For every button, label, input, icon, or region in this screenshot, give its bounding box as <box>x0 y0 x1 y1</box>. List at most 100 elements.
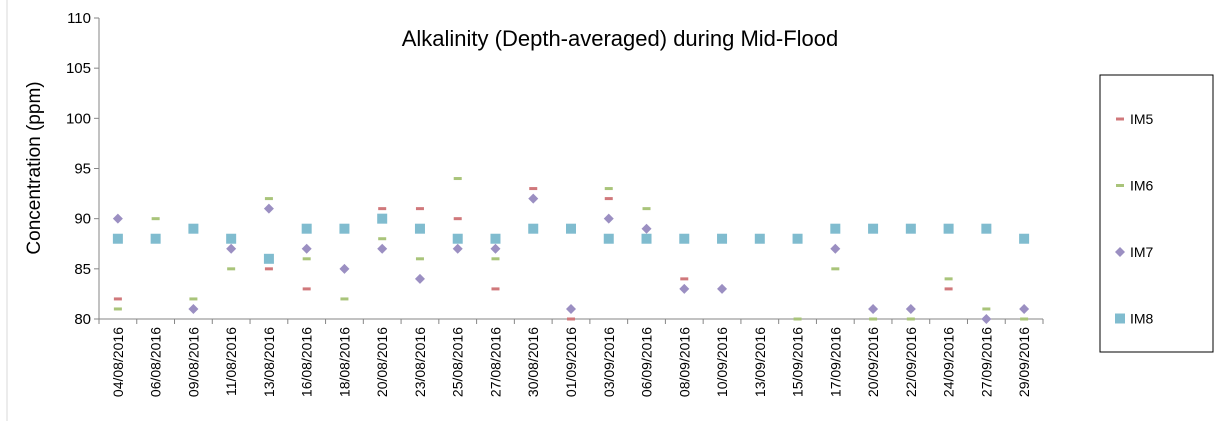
x-tick-label: 25/08/2016 <box>450 327 466 397</box>
point <box>340 297 349 301</box>
point <box>377 213 388 224</box>
x-tick-label: 29/09/2016 <box>1016 327 1032 397</box>
x-tick-label: 27/09/2016 <box>978 327 994 397</box>
point <box>868 223 879 234</box>
point <box>906 317 915 321</box>
point <box>113 307 122 311</box>
point <box>603 213 614 224</box>
legend-label: IM6 <box>1130 178 1154 194</box>
point <box>378 207 387 211</box>
point <box>944 287 953 291</box>
point <box>302 257 311 261</box>
point <box>830 223 841 234</box>
y-tick-label: 100 <box>66 110 91 127</box>
point <box>263 203 274 214</box>
point <box>339 223 350 234</box>
point <box>378 237 387 241</box>
legend-label: IM8 <box>1130 311 1154 327</box>
x-tick-label: 20/08/2016 <box>374 327 390 397</box>
point <box>680 277 689 281</box>
point <box>793 317 802 321</box>
point <box>415 207 424 211</box>
point <box>227 267 236 271</box>
point <box>831 267 840 271</box>
point <box>944 277 953 281</box>
x-tick-label: 08/09/2016 <box>676 327 692 397</box>
point <box>263 253 274 264</box>
point <box>981 314 992 324</box>
point <box>491 257 500 261</box>
point <box>717 283 728 294</box>
x-tick-label: 24/09/2016 <box>941 327 957 397</box>
point <box>641 233 652 244</box>
point <box>566 303 576 314</box>
point <box>529 187 538 191</box>
x-tick-label: 13/08/2016 <box>261 327 277 397</box>
point <box>567 317 575 321</box>
x-tick-label: 04/08/2016 <box>110 327 126 397</box>
legend-label: IM5 <box>1130 111 1154 127</box>
x-tick-label: 09/08/2016 <box>185 327 201 397</box>
point <box>981 223 992 234</box>
point <box>603 233 614 244</box>
point <box>414 223 425 234</box>
point <box>905 223 916 234</box>
point <box>528 193 539 204</box>
y-tick-label: 110 <box>67 10 91 27</box>
point <box>868 303 879 314</box>
point <box>302 287 311 291</box>
point <box>1019 233 1030 244</box>
point <box>528 223 539 234</box>
point <box>113 297 122 301</box>
x-tick-label: 15/09/2016 <box>790 327 806 397</box>
point <box>604 187 613 191</box>
x-tick-label: 16/08/2016 <box>299 327 315 397</box>
point <box>377 243 388 254</box>
point <box>604 197 613 201</box>
point <box>264 267 273 271</box>
legend-marker <box>1116 184 1124 187</box>
legend-box <box>1099 74 1214 353</box>
point <box>642 207 651 211</box>
chart-title: Alkalinity (Depth-averaged) during Mid-F… <box>402 26 839 51</box>
x-tick-label: 27/08/2016 <box>487 327 503 397</box>
x-tick-label: 22/09/2016 <box>903 327 919 397</box>
point <box>452 233 463 244</box>
point <box>490 233 501 244</box>
point <box>264 197 273 201</box>
point <box>112 233 123 244</box>
point <box>112 213 123 224</box>
point <box>943 223 954 234</box>
x-tick-label: 17/09/2016 <box>827 327 843 397</box>
y-tick-label: 80 <box>74 311 91 328</box>
point <box>452 243 463 254</box>
point <box>226 243 237 254</box>
x-tick-label: 18/08/2016 <box>336 327 352 397</box>
point <box>982 307 991 311</box>
y-tick-label: 85 <box>74 261 91 278</box>
point <box>301 243 312 254</box>
point <box>679 283 690 294</box>
point <box>869 317 878 321</box>
point <box>188 223 199 234</box>
point <box>151 217 160 221</box>
y-axis-title: Concentration (ppm) <box>24 81 45 254</box>
point <box>188 303 199 314</box>
y-tick-label: 105 <box>66 60 91 77</box>
legend-label: IM7 <box>1130 244 1154 260</box>
point <box>679 233 690 244</box>
point <box>491 287 500 291</box>
point <box>830 243 841 254</box>
legend-marker <box>1115 313 1125 324</box>
x-tick-label: 06/09/2016 <box>639 327 655 397</box>
x-tick-label: 03/09/2016 <box>601 327 617 397</box>
x-tick-label: 10/09/2016 <box>714 327 730 397</box>
x-tick-label: 20/09/2016 <box>865 327 881 397</box>
x-tick-label: 30/08/2016 <box>525 327 541 397</box>
point <box>301 223 312 234</box>
legend-marker <box>1116 117 1124 121</box>
point <box>226 233 237 244</box>
point <box>754 233 765 244</box>
point <box>566 223 576 234</box>
